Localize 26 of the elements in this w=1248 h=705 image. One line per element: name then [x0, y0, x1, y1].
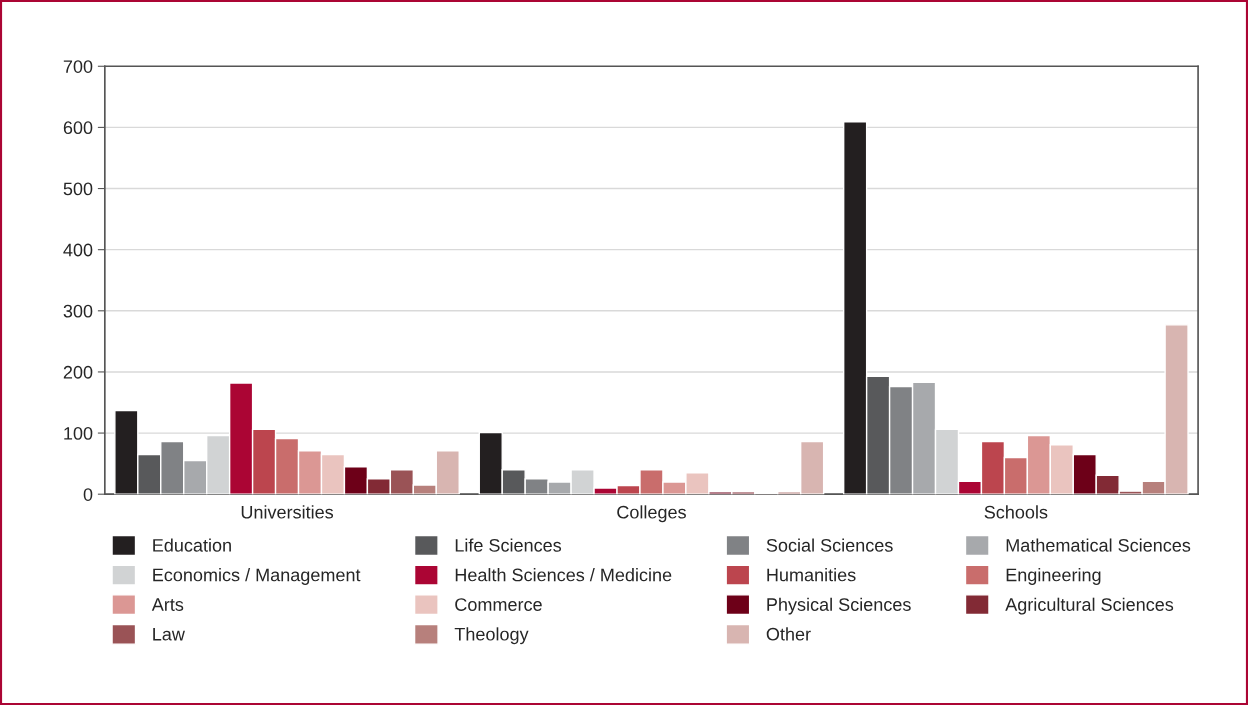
- y-tick-label: 0: [83, 488, 93, 501]
- y-tick-label: 600: [63, 121, 93, 135]
- legend-label: Physical Sciences: [767, 597, 911, 615]
- legend-label: Other: [766, 627, 811, 641]
- legend-label: Education: [153, 538, 231, 552]
- legend-label: Engineering: [1006, 568, 1101, 585]
- legend-label: Mathematical Sciences: [1006, 538, 1191, 552]
- legend-label: Arts: [151, 598, 184, 611]
- legend-label: Law: [153, 627, 185, 641]
- y-tick-label: 100: [64, 427, 93, 440]
- legend-label: Humanities: [767, 568, 856, 582]
- legend-label: Social Sciences: [766, 538, 893, 552]
- x-tick-label: Schools: [984, 505, 1048, 519]
- y-tick-label: 200: [63, 365, 93, 379]
- y-tick-label: 400: [63, 243, 93, 257]
- legend-label: Agricultural Sciences: [1005, 597, 1174, 615]
- y-tick-label: 700: [63, 60, 93, 73]
- legend-label: Health Sciences / Medicine: [455, 568, 672, 582]
- x-tick-label: Universities: [241, 505, 334, 519]
- legend-label: Life Sciences: [455, 538, 562, 552]
- legend-label: Economics / Management: [153, 568, 361, 585]
- y-tick-label: 500: [63, 182, 93, 196]
- legend-label: Commerce: [455, 598, 542, 611]
- legend-label: Theology: [454, 627, 529, 645]
- y-tick-label: 300: [63, 304, 93, 318]
- x-tick-label: Colleges: [617, 505, 686, 523]
